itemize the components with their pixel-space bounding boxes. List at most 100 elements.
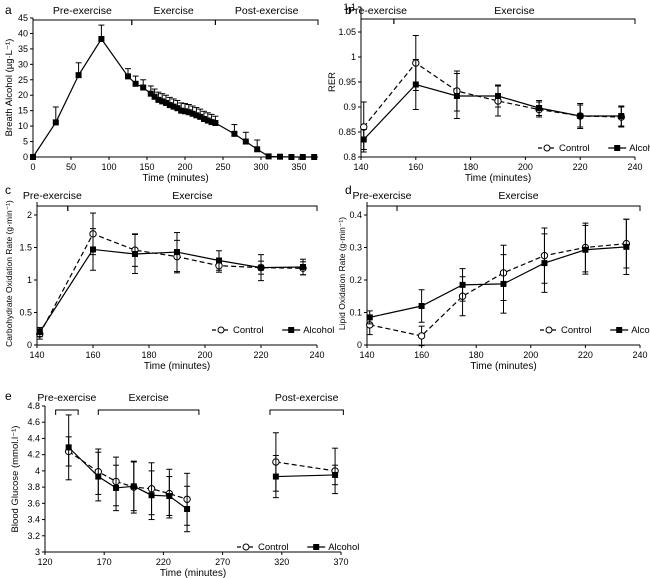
data-point bbox=[147, 90, 154, 97]
legend: Control Alcohol bbox=[540, 325, 650, 336]
data-point bbox=[541, 260, 548, 267]
data-point bbox=[412, 81, 419, 88]
y-tick-label: 3.4 bbox=[27, 515, 40, 525]
x-axis-title: Time (minutes) bbox=[470, 361, 536, 372]
y-tick-label: 3.8 bbox=[27, 482, 40, 492]
series-alcohol bbox=[360, 59, 625, 150]
y-tick-label: 40 bbox=[18, 28, 28, 38]
y-tick-label: 20 bbox=[18, 90, 28, 100]
legend-marker bbox=[217, 326, 225, 334]
x-tick-label: 240 bbox=[627, 162, 642, 172]
x-tick-label: 0 bbox=[30, 162, 35, 172]
data-point bbox=[182, 108, 188, 115]
x-tick-label: 160 bbox=[85, 350, 100, 360]
y-axis-title: Lipid Oxidation Rate (g·min⁻¹) bbox=[337, 217, 347, 330]
phase-bracket bbox=[214, 19, 319, 25]
x-tick-label: 300 bbox=[253, 162, 268, 172]
y-tick-label: 15 bbox=[18, 106, 28, 116]
panel-c: c 0 0.5 1 1.5 2 140 160 180 200 220 240 Time (minute… bbox=[4, 183, 334, 372]
series-control bbox=[36, 212, 307, 340]
series-line bbox=[369, 246, 627, 318]
x-tick-label: 200 bbox=[177, 162, 192, 172]
x-tick-label: 180 bbox=[463, 162, 478, 172]
data-point bbox=[272, 473, 279, 480]
y-tick-label: 0.9 bbox=[343, 102, 356, 112]
y-tick-label: 45 bbox=[18, 13, 28, 23]
data-point bbox=[52, 119, 59, 126]
data-point bbox=[204, 117, 211, 124]
phase-label: Pre-exercise bbox=[353, 190, 412, 202]
y-tick-label: 0 bbox=[357, 340, 362, 350]
y-tick-label: 1 bbox=[27, 275, 32, 285]
data-point bbox=[98, 36, 105, 43]
phase-label: Pre-exercise bbox=[23, 190, 82, 202]
legend-marker bbox=[545, 326, 553, 334]
data-point bbox=[178, 107, 185, 114]
data-point bbox=[130, 483, 137, 490]
y-tick-label: 0.5 bbox=[19, 308, 32, 318]
data-point bbox=[163, 99, 169, 106]
y-tick-label: 30 bbox=[18, 59, 28, 69]
data-point bbox=[95, 473, 102, 480]
y-tick-label: 3.2 bbox=[27, 531, 40, 541]
y-tick-label: 0.95 bbox=[338, 77, 356, 87]
phase-bracket bbox=[396, 205, 641, 211]
data-point bbox=[577, 113, 584, 119]
legend-marker bbox=[242, 543, 250, 551]
x-tick-label: 140 bbox=[359, 350, 374, 360]
legend-label: Alcohol bbox=[629, 143, 650, 154]
y-tick-label: 0.2 bbox=[349, 275, 362, 285]
data-point bbox=[90, 246, 96, 253]
legend: Control Alcohol bbox=[538, 143, 650, 154]
y-tick-label: 2 bbox=[27, 210, 32, 220]
data-point bbox=[231, 130, 238, 137]
x-tick-label: 150 bbox=[139, 162, 154, 172]
y-tick-label: 0.85 bbox=[338, 127, 356, 137]
y-tick-label: 4.4 bbox=[27, 433, 40, 443]
data-point bbox=[453, 93, 460, 99]
data-point bbox=[174, 249, 180, 256]
phase-bracket bbox=[269, 409, 344, 415]
data-point bbox=[159, 98, 166, 105]
phase-bracket bbox=[36, 205, 69, 211]
legend-label: Control bbox=[233, 325, 264, 336]
series-line bbox=[39, 248, 304, 333]
data-point bbox=[125, 73, 131, 80]
legend-marker bbox=[313, 544, 320, 550]
series-alcohol bbox=[65, 414, 339, 533]
data-point bbox=[174, 105, 181, 112]
y-tick-label: 5 bbox=[23, 137, 28, 147]
data-point bbox=[582, 246, 589, 253]
x-axis-title: Time (minutes) bbox=[160, 568, 226, 578]
data-point bbox=[36, 329, 43, 335]
legend-marker bbox=[288, 327, 295, 333]
series-line bbox=[32, 37, 315, 158]
phase-label: Exercise bbox=[153, 5, 193, 17]
data-point bbox=[360, 136, 367, 143]
series-control bbox=[360, 35, 625, 153]
phase-label: Pre-exercise bbox=[53, 5, 112, 17]
x-tick-label: 350 bbox=[291, 162, 306, 172]
y-axis-title: RER bbox=[327, 72, 338, 92]
series-alcohol bbox=[36, 228, 306, 338]
phase-bracket bbox=[97, 409, 200, 415]
y-tick-label: 1 bbox=[351, 52, 356, 62]
y-tick-label: 4.6 bbox=[27, 417, 40, 427]
data-point bbox=[140, 84, 147, 91]
data-point bbox=[208, 119, 215, 126]
panel-label: a bbox=[5, 3, 12, 17]
data-point bbox=[417, 332, 426, 340]
data-point bbox=[184, 506, 191, 513]
data-point bbox=[166, 102, 173, 109]
legend-label: Alcohol bbox=[328, 542, 359, 553]
data-point bbox=[113, 484, 120, 491]
series-alcohol bbox=[30, 24, 318, 160]
series-alcohol bbox=[366, 218, 630, 325]
data-point bbox=[258, 264, 264, 271]
x-tick-label: 160 bbox=[408, 162, 423, 172]
x-tick-label: 220 bbox=[573, 162, 588, 172]
phase-bracket bbox=[393, 18, 636, 24]
data-point bbox=[254, 146, 261, 153]
panel-label: d bbox=[345, 183, 352, 197]
data-point bbox=[132, 251, 138, 257]
